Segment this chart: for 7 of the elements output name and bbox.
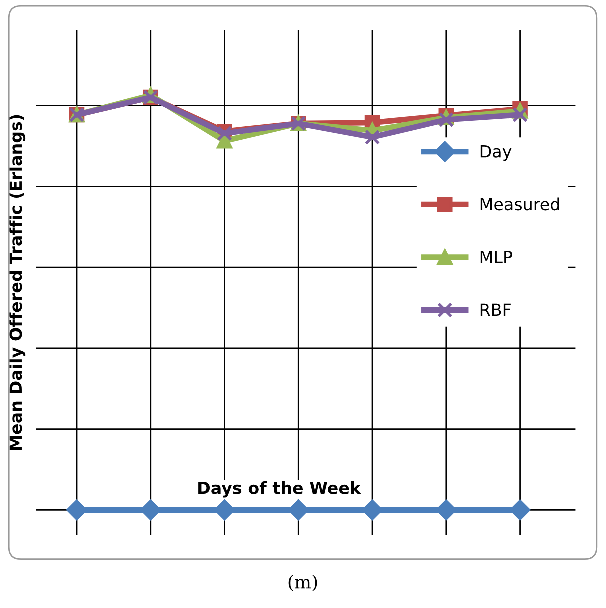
legend-label: MLP <box>480 251 512 264</box>
legend-label: RBF <box>480 304 511 316</box>
y-axis-title: Mean Daily Offered Traffic (Erlangs) <box>9 115 26 450</box>
text: (m) <box>288 574 318 592</box>
x-axis-title: Days of the Week <box>198 481 362 498</box>
legend-label: Day <box>480 146 512 162</box>
legend-label: Measured <box>480 198 560 211</box>
